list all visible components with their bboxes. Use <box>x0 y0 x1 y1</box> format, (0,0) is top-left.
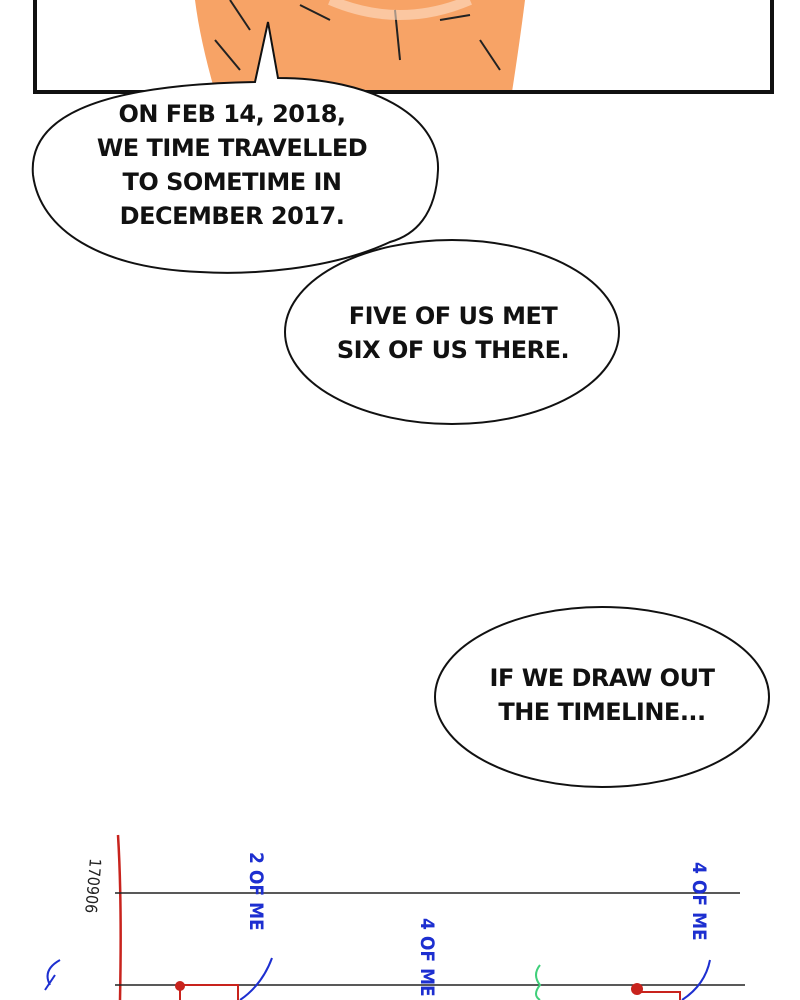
bubble-text: ON FEB 14, 2018, <box>118 100 345 128</box>
sketch-label: 4 OF ME <box>688 862 710 941</box>
sketch-label: 4 OF ME <box>416 918 438 997</box>
timeline-sketch <box>44 834 745 1000</box>
bubble-text: FIVE OF US MET <box>349 302 559 330</box>
bubble-text: IF WE DRAW OUT <box>490 664 716 692</box>
sketch-label: 2 OF ME <box>245 852 267 931</box>
speech-bubble <box>284 239 620 425</box>
bubble-text: SIX OF US THERE. <box>337 336 569 364</box>
bubble-text: THE TIMELINE... <box>498 698 705 726</box>
bubble-text: DECEMBER 2017. <box>120 202 345 230</box>
bubble-text: TO SOMETIME IN <box>122 168 341 196</box>
speech-bubble <box>434 606 770 788</box>
speech-bubble <box>31 21 440 274</box>
sketch-date: 170906 <box>81 858 105 914</box>
bubble-text: WE TIME TRAVELLED <box>97 134 367 162</box>
